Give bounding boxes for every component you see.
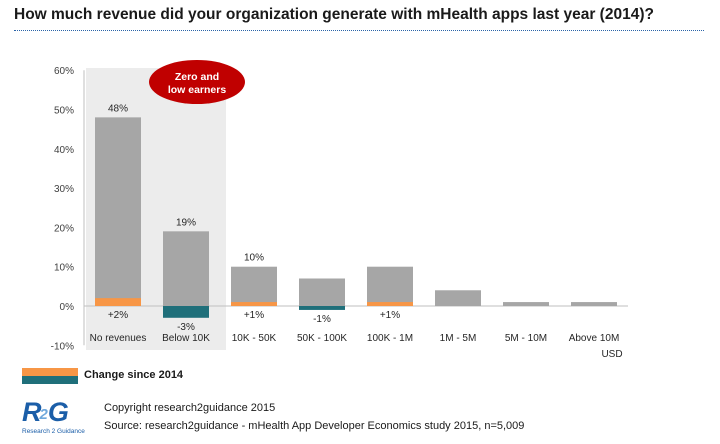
value-label: 48% (108, 103, 128, 114)
bar (367, 266, 413, 306)
change-bar-positive (95, 298, 141, 306)
revenue-bar-chart: -10% 0% 10% 20% 30% 40% 50% 60% 48% +2% No revenu… (51, 60, 628, 360)
logo-text: Research 2 Guidance (22, 428, 85, 435)
legend-swatch-negative (22, 376, 78, 384)
highlight-badge (149, 60, 245, 104)
title-divider (14, 30, 704, 31)
y-tick-label: -10% (51, 341, 74, 352)
value-label: 19% (176, 217, 196, 228)
y-tick-label: 20% (54, 223, 74, 234)
bar (299, 278, 345, 306)
category-label: Above 10M (569, 333, 620, 344)
legend-swatch-positive (22, 368, 78, 376)
category-label: 1M - 5M (440, 333, 477, 344)
category-label: No revenues (90, 333, 147, 344)
y-tick-label: 0% (60, 302, 75, 313)
y-tick-label: 60% (54, 66, 74, 77)
logo-mark: R2G (22, 397, 69, 427)
change-label: -1% (313, 314, 331, 325)
bar (571, 302, 617, 306)
bar (231, 266, 277, 306)
change-bar-negative (299, 306, 345, 310)
change-bar-negative (163, 306, 209, 318)
research2guidance-logo: R2G Research 2 Guidance (22, 398, 94, 442)
change-label: -3% (177, 322, 195, 333)
category-label: 100K - 1M (367, 333, 413, 344)
bar (163, 231, 209, 306)
bar (435, 290, 481, 306)
change-label: +2% (108, 310, 128, 321)
y-tick-label: 40% (54, 145, 74, 156)
change-label: +1% (380, 310, 400, 321)
change-label: +1% (244, 310, 264, 321)
highlight-badge-line2: low earners (168, 84, 227, 96)
category-label: Below 10K (162, 333, 210, 344)
legend-label: Change since 2014 (84, 369, 184, 381)
change-bar-positive (367, 302, 413, 306)
bar (503, 302, 549, 306)
change-bar-positive (231, 302, 277, 306)
highlight-badge-line1: Zero and (175, 71, 219, 83)
bar (95, 117, 141, 306)
category-label: 50K - 100K (297, 333, 347, 344)
value-label: 10% (244, 253, 264, 264)
category-label: 5M - 10M (505, 333, 547, 344)
copyright-text: Copyright research2guidance 2015 (104, 402, 276, 414)
page-title: How much revenue did your organization g… (14, 6, 654, 23)
y-tick-label: 10% (54, 263, 74, 274)
y-tick-label: 50% (54, 106, 74, 117)
unit-label: USD (601, 349, 622, 360)
source-text: Source: research2guidance - mHealth App … (104, 420, 525, 432)
category-label: 10K - 50K (232, 333, 277, 344)
y-tick-label: 30% (54, 184, 74, 195)
